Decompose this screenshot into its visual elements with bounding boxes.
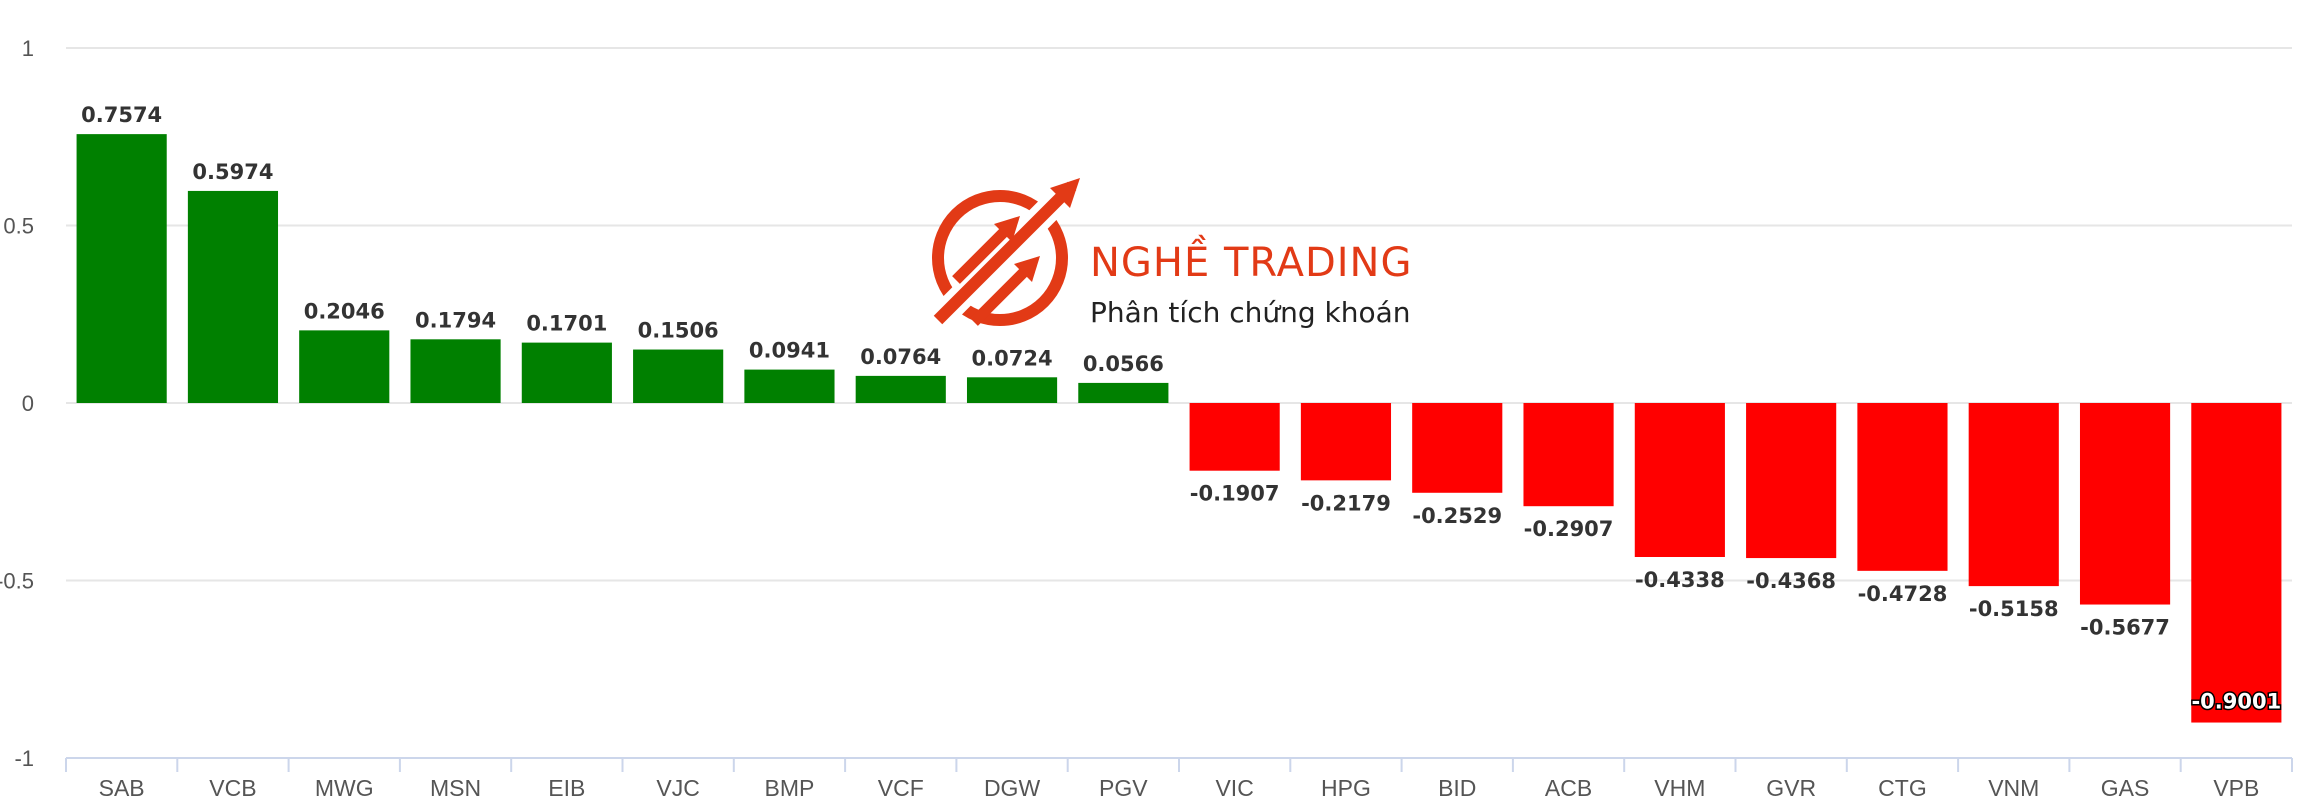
data-label: 0.5974 — [192, 160, 273, 184]
data-labels: 0.7574 0.5974 0.2046 0.1794 0.1701 0.1506 0.09… — [81, 103, 2283, 715]
bar-acb — [1523, 403, 1614, 507]
bar-dgw — [966, 377, 1058, 403]
bar-pgv — [1078, 382, 1169, 403]
x-tick-label: MSN — [430, 775, 481, 798]
y-tick-label: -1 — [14, 746, 34, 771]
bar-bid — [1412, 403, 1503, 493]
x-tick-label: PGV — [1099, 775, 1148, 798]
data-label: 0.2046 — [304, 299, 385, 323]
bar-msn — [410, 339, 501, 403]
watermark-logo: NGHỀ TRADING Phân tích chứng khoán — [928, 176, 1412, 330]
x-tick-label: VNM — [1988, 775, 2039, 798]
bar-gas — [2079, 403, 2171, 605]
data-label: -0.4368 — [1746, 569, 1836, 593]
y-tick-label: 0 — [22, 391, 34, 416]
x-tick-label: MWG — [315, 775, 374, 798]
x-tick-label: CTG — [1878, 775, 1927, 798]
x-tick-label: HPG — [1321, 775, 1371, 798]
bar-vcb — [187, 190, 279, 403]
data-label: 0.1701 — [526, 312, 607, 336]
bar-eib — [521, 342, 612, 403]
chart-arrow-logo-icon — [928, 176, 1082, 330]
y-axis-ticks: 1 0.5 0 -0.5 -1 — [0, 36, 34, 771]
bar-sab — [76, 134, 167, 404]
bar-vhm — [1634, 403, 1725, 557]
x-tick-label: ACB — [1545, 775, 1592, 798]
watermark-title: NGHỀ TRADING — [1090, 234, 1412, 286]
bar-ctg — [1857, 403, 1948, 571]
x-tick-label: VCB — [209, 775, 256, 798]
data-label: 0.0724 — [972, 346, 1053, 370]
data-label: -0.5677 — [2080, 616, 2170, 640]
x-tick-label: EIB — [548, 775, 585, 798]
data-label: 0.7574 — [81, 103, 162, 127]
data-label: 0.1794 — [415, 308, 496, 332]
y-tick-label: -0.5 — [0, 569, 34, 594]
data-label: 0.1506 — [638, 319, 719, 343]
data-label: -0.4338 — [1635, 568, 1725, 592]
data-label: -0.1907 — [1190, 482, 1280, 506]
bar-series — [76, 134, 2282, 723]
x-tick-label: SAB — [99, 775, 145, 798]
data-label: 0.0566 — [1083, 352, 1164, 376]
x-tick-label: GVR — [1766, 775, 1816, 798]
x-tick-label: GAS — [2101, 775, 2150, 798]
data-label: -0.9001 — [2191, 690, 2281, 714]
bar-vjc — [633, 349, 724, 403]
x-tick-label: VHM — [1654, 775, 1705, 798]
bar-vcf — [855, 375, 946, 403]
x-tick-label: VCF — [878, 775, 924, 798]
bar-bmp — [744, 369, 835, 403]
x-tick-label: VJC — [656, 775, 699, 798]
watermark-subtitle: Phân tích chứng khoán — [1090, 296, 1411, 329]
x-tick-label: BMP — [765, 775, 815, 798]
data-label: -0.4728 — [1858, 582, 1948, 606]
data-label: 0.0764 — [860, 345, 941, 369]
bar-hpg — [1300, 403, 1392, 481]
x-axis: SAB VCB MWG MSN EIB VJC BMP VCF DGW PGV VIC HPG BID A… — [65, 757, 2293, 798]
x-tick-label: VPB — [2213, 775, 2259, 798]
data-label: -0.2907 — [1524, 517, 1614, 541]
data-label: 0.0941 — [749, 339, 830, 363]
y-tick-label: 0.5 — [3, 214, 34, 239]
bar-vnm — [1968, 403, 2059, 587]
bar-mwg — [299, 330, 390, 403]
data-label: -0.5158 — [1969, 597, 2059, 621]
x-tick-label: BID — [1438, 775, 1476, 798]
x-tick-label: DGW — [984, 775, 1041, 798]
bar-vic — [1189, 403, 1280, 471]
bar-vpb — [2191, 403, 2282, 723]
x-tick-label: VIC — [1215, 775, 1253, 798]
y-tick-label: 1 — [22, 36, 34, 61]
bar-gvr — [1746, 403, 1837, 559]
data-label: -0.2529 — [1412, 504, 1502, 528]
data-label: -0.2179 — [1301, 491, 1391, 515]
